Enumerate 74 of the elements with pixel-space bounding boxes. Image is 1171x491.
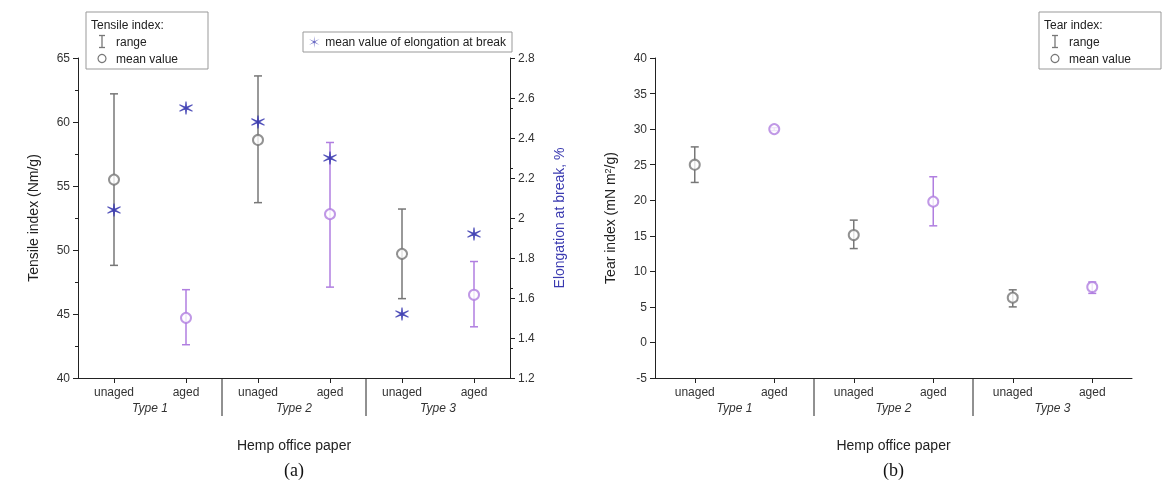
y-tick-label: 15 bbox=[633, 228, 648, 243]
point bbox=[106, 202, 122, 218]
point bbox=[394, 306, 410, 322]
x-tick-label: aged bbox=[316, 385, 344, 399]
y-tick-label: 20 bbox=[633, 193, 648, 208]
text: (b) bbox=[883, 460, 904, 481]
y2-tick-label: 2.2 bbox=[518, 171, 536, 185]
y-tick-label: 55 bbox=[56, 179, 71, 193]
text: Type 1 bbox=[716, 401, 753, 415]
x-axis-title: Hemp office paper bbox=[836, 437, 951, 453]
y-axis-title: Tear index (mN m2/g) bbox=[602, 152, 618, 284]
text: Type 3 bbox=[1034, 401, 1071, 415]
x-tick-label: aged bbox=[1078, 385, 1106, 399]
point bbox=[180, 311, 192, 324]
point bbox=[108, 173, 120, 186]
y-tick-label: 60 bbox=[56, 115, 71, 129]
y-tick-label: 35 bbox=[633, 86, 648, 101]
legend-title: Tear index: bbox=[1044, 17, 1103, 32]
y-tick-label: 50 bbox=[56, 243, 71, 257]
point bbox=[768, 123, 781, 136]
y-axis-title: Tensile index (Nm/g) bbox=[25, 154, 41, 282]
point bbox=[688, 158, 701, 171]
legend-label: mean value bbox=[116, 51, 179, 66]
y2-tick-label: 2.8 bbox=[518, 51, 536, 65]
x-axis-title: Hemp office paper bbox=[236, 437, 352, 453]
x-tick-label: unaged bbox=[237, 385, 279, 399]
text: Type 2 bbox=[276, 401, 313, 415]
point bbox=[252, 133, 264, 146]
y-tick-label: -5 bbox=[636, 371, 648, 385]
y-tick-label: 40 bbox=[633, 51, 648, 65]
legend-label: mean value bbox=[1069, 51, 1132, 66]
x-tick-label: aged bbox=[460, 385, 488, 399]
y-tick-label: 45 bbox=[56, 307, 71, 321]
point bbox=[1006, 291, 1019, 304]
y-tick-label: 65 bbox=[56, 51, 71, 65]
text: Type 2 bbox=[875, 401, 912, 415]
y-tick-label: 40 bbox=[56, 371, 71, 385]
x-tick-label: aged bbox=[172, 385, 200, 399]
legend-title: Tensile index: bbox=[91, 17, 164, 32]
y2-axis-title: Elongation at break, % bbox=[551, 147, 567, 289]
x-tick-label: aged bbox=[919, 385, 947, 399]
point bbox=[250, 114, 266, 130]
x-tick-label: unaged bbox=[992, 385, 1033, 399]
y2-tick-label: 2 bbox=[518, 211, 525, 225]
y2-tick-label: 1.2 bbox=[518, 371, 536, 385]
point bbox=[927, 195, 940, 208]
point bbox=[847, 229, 860, 242]
y-tick-label: 0 bbox=[640, 335, 648, 350]
x-tick-label: unaged bbox=[93, 385, 135, 399]
y-tick-label: 5 bbox=[640, 299, 648, 314]
text: Type 3 bbox=[420, 401, 457, 415]
legend-label: mean value of elongation at break bbox=[325, 35, 507, 49]
point bbox=[322, 150, 338, 166]
text: (a) bbox=[284, 460, 304, 481]
point bbox=[324, 208, 336, 221]
point bbox=[466, 226, 482, 242]
y2-tick-label: 2.6 bbox=[518, 91, 536, 105]
text: range bbox=[116, 34, 148, 49]
y2-tick-label: 1.8 bbox=[518, 251, 536, 265]
y2-tick-label: 1.6 bbox=[518, 291, 536, 305]
y-tick-label: 30 bbox=[633, 122, 648, 137]
x-tick-label: unaged bbox=[381, 385, 423, 399]
point bbox=[178, 100, 194, 116]
x-tick-label: aged bbox=[760, 385, 788, 399]
x-tick-label: unaged bbox=[833, 385, 874, 399]
text: range bbox=[1069, 34, 1101, 49]
x-tick-label: unaged bbox=[674, 385, 715, 399]
y2-tick-label: 1.4 bbox=[518, 331, 536, 345]
point bbox=[396, 247, 408, 260]
y2-tick-label: 2.4 bbox=[518, 131, 536, 145]
text: Type 1 bbox=[132, 401, 168, 415]
point bbox=[468, 288, 480, 301]
y-tick-label: 25 bbox=[633, 157, 648, 172]
y-tick-label: 10 bbox=[633, 264, 648, 279]
